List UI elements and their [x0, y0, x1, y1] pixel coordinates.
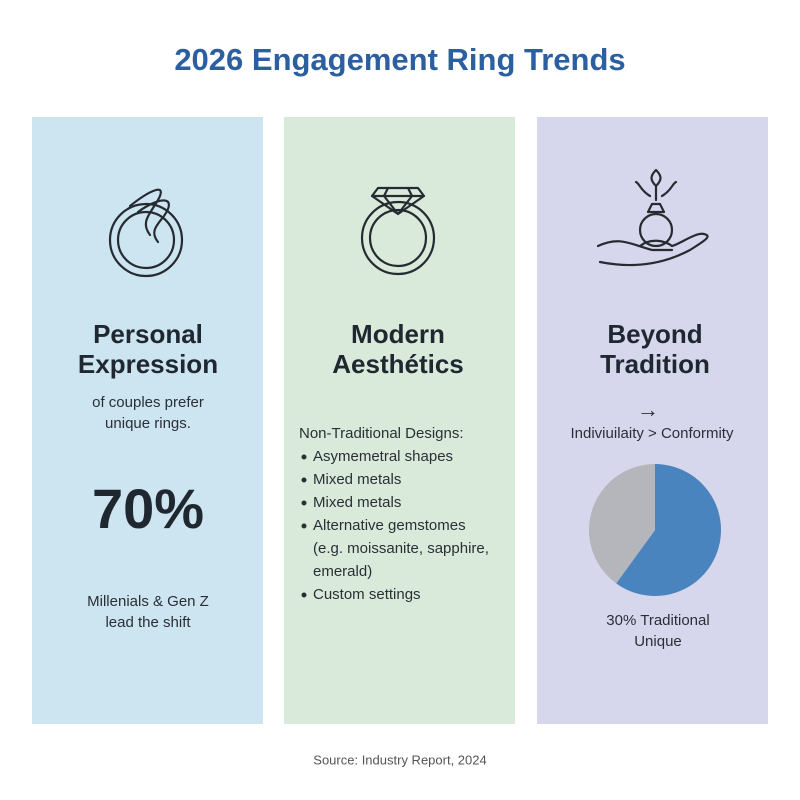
bullet: [301, 477, 307, 483]
list-item: Mixed metals: [313, 494, 401, 511]
pie-label: Unique: [634, 633, 682, 650]
hand-ring-icon: [596, 168, 709, 267]
list-title: Non-Traditional Designs:: [299, 425, 464, 442]
list-item: Alternative gemstomes: [313, 517, 466, 534]
pie-slice: [588, 464, 655, 584]
list-item: (e.g. moissanite, sapphire,: [313, 540, 489, 557]
heading: Beyond: [607, 319, 702, 349]
bullet: [301, 500, 307, 506]
subtitle: Indiviuilaity > Conformity: [571, 425, 734, 442]
footnote: lead the shift: [105, 614, 191, 631]
heading: Modern: [351, 319, 445, 349]
panel: [537, 117, 768, 724]
stat: 70%: [92, 477, 204, 540]
list: Asymemetral shapes Mixed metals Mixed meta…: [301, 448, 489, 603]
subtitle: of couples prefer: [92, 394, 204, 411]
heading: Aesthétics: [332, 349, 464, 379]
pie-chart: [588, 464, 721, 596]
list-item: Asymemetral shapes: [313, 448, 453, 465]
pie-slice: [616, 464, 721, 596]
list-item: Mixed metals: [313, 471, 401, 488]
subtitle: unique rings.: [105, 415, 191, 432]
footnote: Millenials & Gen Z: [87, 593, 209, 610]
title: 2026 Engagement Ring Trends: [174, 42, 625, 77]
source: Source: Industry Report, 2024: [313, 752, 486, 767]
heading: Tradition: [600, 349, 710, 379]
bullet: [301, 523, 307, 529]
bullet: [301, 454, 307, 460]
bullet: [301, 592, 307, 598]
ring-icon: [360, 186, 436, 276]
list-item: Custom settings: [313, 586, 421, 603]
list-item: emerald): [313, 563, 372, 580]
arrow: →: [637, 397, 659, 422]
pie-label: 30% Traditional: [606, 612, 709, 629]
swirl-icon: [108, 188, 184, 278]
heading: Personal: [93, 319, 203, 349]
panel: [284, 117, 515, 724]
heading: Expression: [78, 349, 218, 379]
